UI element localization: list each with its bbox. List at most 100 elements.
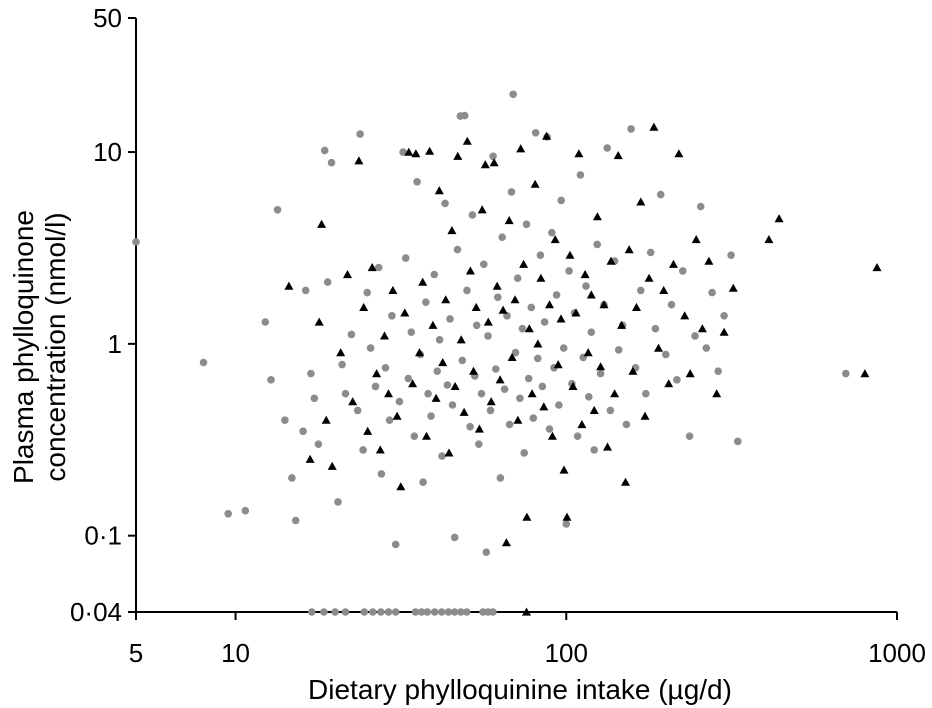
scatter-point-triangle (447, 226, 457, 235)
scatter-point-triangle (589, 405, 599, 414)
scatter-point-circle (642, 389, 650, 398)
scatter-point-circle (842, 369, 850, 378)
scatter-point-triangle (774, 214, 784, 223)
scatter-point-triangle (321, 415, 331, 424)
scatter-point-circle (388, 312, 396, 320)
scatter-point-triangle (453, 151, 463, 160)
scatter-point-circle (559, 344, 568, 352)
scatter-point-triangle (456, 335, 466, 344)
scatter-point-triangle (586, 290, 596, 299)
scatter-point-triangle (610, 389, 620, 398)
scatter-point-circle (369, 608, 377, 616)
scatter-point-circle (522, 220, 531, 229)
scatter-point-circle (593, 240, 601, 249)
scatter-point-circle (356, 130, 364, 138)
scatter-point-circle (511, 348, 520, 357)
scatter-point-triangle (388, 285, 398, 294)
scatter-point-circle (673, 376, 681, 384)
scatter-point-triangle (636, 197, 646, 206)
scatter-point-triangle (712, 389, 722, 398)
scatter-point-triangle (317, 219, 327, 228)
scatter-point-circle (520, 449, 528, 457)
scatter-point-circle (582, 282, 590, 290)
scatter-point-triangle (704, 256, 714, 265)
scatter-point-triangle (659, 285, 669, 294)
scatter-point-circle (363, 288, 372, 297)
scatter-point-circle (291, 516, 300, 525)
scatter-point-triangle (571, 308, 581, 317)
scatter-point-circle (430, 608, 439, 616)
scatter-point-triangle (685, 369, 695, 378)
scatter-point-triangle (396, 482, 406, 491)
scatter-point-circle (444, 608, 453, 616)
scatter-point-triangle (305, 454, 315, 463)
scatter-point-circle (475, 440, 483, 449)
scatter-point-triangle (384, 389, 393, 398)
axis-labels: Dietary phylloquinine intake (µg/d) Plas… (8, 210, 732, 705)
scatter-point-circle (433, 367, 442, 376)
scatter-point-triangle (562, 512, 572, 521)
scatter-point-circle (496, 474, 505, 482)
scatter-point-triangle (719, 327, 729, 336)
scatter-point-circle (552, 291, 561, 299)
scatter-point-triangle (459, 407, 469, 416)
scatter-point-triangle (438, 358, 448, 367)
scatter-point-triangle (434, 186, 444, 195)
scatter-point-circle (371, 382, 380, 391)
y-axis-title-line-1: Plasma phylloquinone (8, 210, 39, 484)
scatter-point-triangle (640, 411, 650, 420)
scatter-point-circle (307, 369, 315, 378)
scatter-point-circle (529, 414, 538, 422)
scatter-point-circle (443, 381, 452, 389)
scatter-point-circle (410, 432, 419, 441)
scatter-point-triangle (314, 317, 324, 326)
scatter-point-circle (509, 90, 517, 99)
scatter-point-circle (507, 188, 516, 196)
scatter-point-triangle (415, 348, 424, 357)
scatter-point-circle (310, 394, 319, 403)
scatter-point-circle (500, 385, 509, 394)
scatter-point-circle (261, 318, 270, 326)
y-tick-label: 10 (93, 137, 122, 167)
scatter-point-triangle (621, 477, 630, 486)
scatter-point-triangle (632, 302, 641, 311)
scatter-point-circle (489, 152, 497, 161)
scatter-point-circle (401, 254, 410, 262)
scatter-point-circle (391, 608, 400, 616)
scatter-point-triangle (669, 259, 678, 268)
scatter-point-triangle (550, 235, 560, 244)
scatter-point-triangle (495, 375, 505, 384)
scatter-point-circle (555, 401, 563, 409)
scatter-point-circle (576, 171, 585, 179)
scatter-point-circle (708, 288, 716, 297)
scatter-point-triangle (533, 339, 543, 348)
scatter-point-circle (545, 425, 554, 433)
scatter-point-circle (341, 608, 350, 616)
scatter-point-triangle (510, 295, 520, 304)
scatter-point-triangle (583, 348, 593, 357)
scatter-point-circle (441, 199, 449, 208)
scatter-point-circle (527, 303, 536, 312)
scatter-point-triangle (408, 379, 418, 388)
scatter-point-circle (457, 608, 465, 616)
scatter-point-circle (627, 125, 635, 133)
y-tick-label: 50 (93, 3, 122, 33)
scatter-point-triangle (380, 331, 389, 340)
scatter-point-triangle (507, 352, 517, 361)
scatter-point-circle (596, 369, 605, 378)
scatter-point-triangle (606, 256, 616, 265)
scatter-point-triangle (489, 158, 499, 167)
scatter-point-circle (338, 360, 346, 369)
scatter-point-triangle (691, 235, 701, 244)
scatter-point-circle (685, 432, 694, 441)
scatter-point-circle (536, 251, 545, 259)
scatter-point-triangle (359, 302, 369, 311)
scatter-point-circle (702, 344, 711, 352)
scatter-point-circle (419, 478, 427, 487)
scatter-point-circle (486, 406, 495, 415)
scatter-point-triangle (363, 426, 373, 435)
scatter-point-circle (423, 608, 432, 616)
scatter-point-circle (458, 356, 467, 365)
scatter-point-triangle (450, 381, 460, 390)
scatter-point-circle (466, 422, 474, 431)
